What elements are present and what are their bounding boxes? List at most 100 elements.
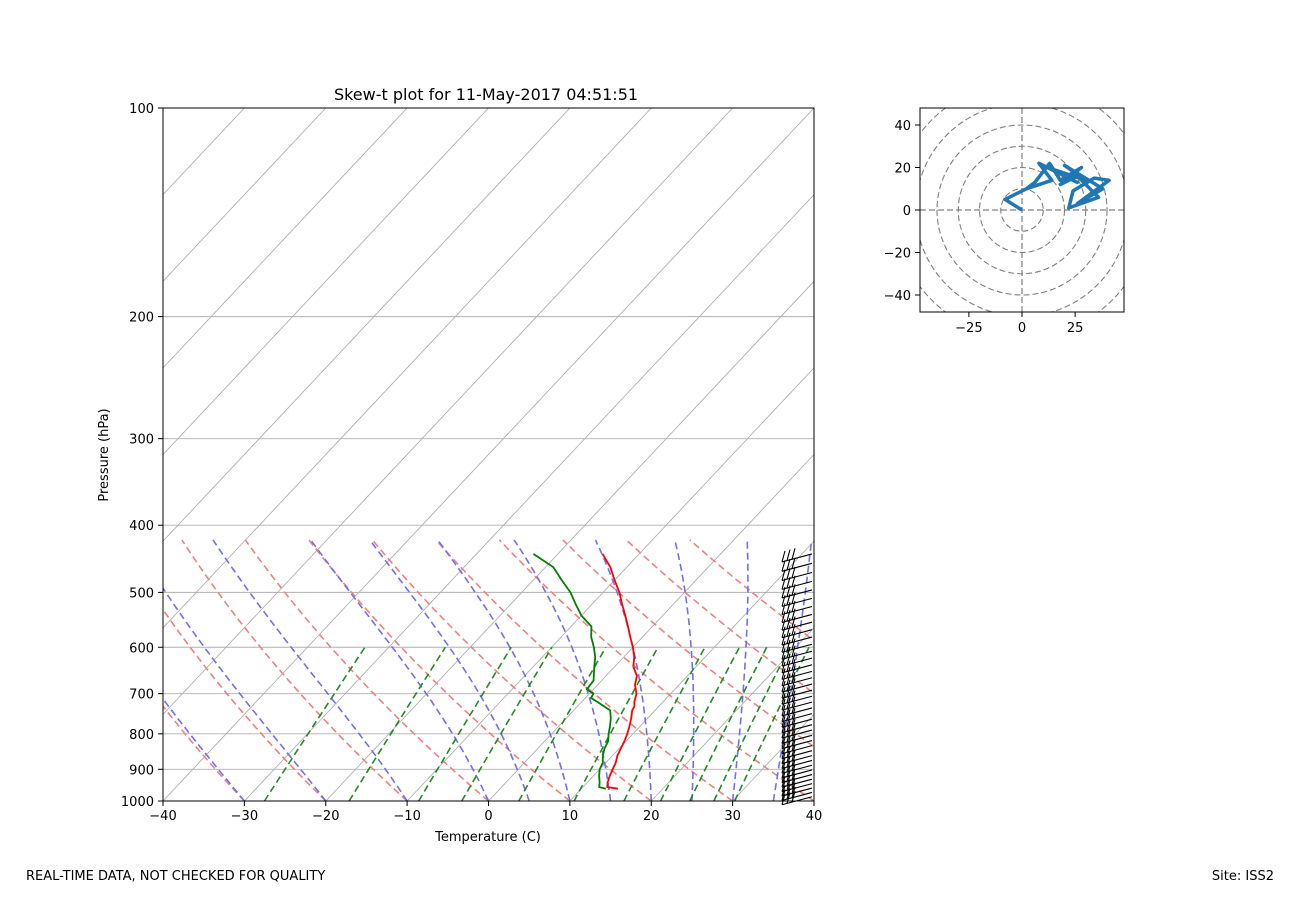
isotherm-line (163, 108, 571, 542)
wind-barb-flag (781, 648, 786, 660)
wind-barb-flag (786, 660, 791, 672)
range-ring (978, 166, 1066, 254)
quality-disclaimer: REAL-TIME DATA, NOT CHECKED FOR QUALITY (26, 869, 326, 884)
hodograph-y-tick-label: −20 (884, 247, 911, 262)
wind-barb-flag (791, 759, 796, 771)
wind-barb-staff (781, 657, 813, 667)
moist-adiabat (731, 539, 749, 801)
x-axis-ticks: −40 −30 −20 −10 0 10 20 30 40 (149, 801, 822, 824)
wind-barb-flag (786, 549, 791, 561)
wind-barb-flag (786, 730, 791, 743)
wind-barb-staff (781, 621, 813, 631)
wind-barb-flag (781, 757, 786, 769)
wind-barb-flag (791, 729, 796, 741)
wind-barb-flag (781, 732, 786, 744)
wind-barb-flag (781, 619, 786, 631)
wind-barb-flag (786, 639, 791, 652)
hodograph-y-tick-label: 20 (894, 162, 911, 177)
wind-barb-flag (786, 746, 791, 758)
wind-barb-flag (786, 691, 791, 704)
wind-barb-flag (791, 768, 796, 781)
wind-barb-flag (791, 575, 796, 587)
wind-barb-flag (791, 782, 796, 794)
moist-adiabat (437, 539, 571, 801)
x-tick-label: −10 (393, 809, 420, 824)
wind-barb-flag (791, 791, 796, 803)
moist-adiabat (163, 586, 327, 801)
isotherm-line (163, 108, 489, 456)
wind-barb-flag (781, 626, 786, 638)
wind-barb-staff (781, 677, 813, 687)
wind-barb-flag (781, 742, 786, 754)
wind-barb-flag (791, 690, 796, 702)
y-tick-label: 900 (129, 763, 154, 778)
wind-barb-flag (781, 578, 786, 590)
wind-barb-flag (781, 680, 786, 693)
wind-barb-flag (791, 678, 796, 690)
isotherm-line (406, 367, 814, 801)
y-tick-label: 1000 (121, 795, 154, 810)
hodograph-x-tick-label: 0 (1018, 321, 1026, 336)
wind-barb-flag (791, 734, 796, 747)
range-ring (936, 124, 1108, 296)
isotherm-line (163, 108, 814, 801)
wind-barb-flag (791, 557, 796, 569)
wind-barb-flag (781, 704, 786, 717)
wind-barb-flag (781, 595, 786, 607)
y-tick-label: 700 (129, 688, 154, 703)
wind-barb-flag (781, 737, 786, 749)
moist-adiabat (369, 539, 530, 801)
wind-barb-flag (791, 672, 796, 684)
wind-barb-flag (781, 784, 786, 797)
wind-barb-flag (786, 783, 791, 795)
wind-barb-staff (781, 787, 813, 797)
wind-barb-flag (786, 741, 791, 753)
isotherm-line (163, 108, 408, 369)
skewt-plot-area: −40 −30 −20 −10 0 10 20 30 40 100 200 300 400 500 600… (121, 102, 822, 824)
mixing-ratio-line (573, 646, 659, 801)
hodograph-trace (1003, 161, 1111, 212)
wind-barb-flag (781, 793, 786, 805)
moist-adiabat (674, 539, 695, 801)
wind-barb-flag (786, 673, 791, 685)
wind-barb-staff (781, 774, 813, 784)
wind-barb-flag (786, 568, 791, 580)
site-label: Site: ISS2 (1211, 869, 1274, 884)
wind-barb-flag (781, 611, 786, 623)
mixing-ratio-line (263, 646, 366, 801)
wind-barb-flag (786, 736, 791, 748)
wind-barb-flag (791, 713, 796, 725)
wind-barb-flag (791, 764, 796, 776)
wind-barb-flag (781, 776, 786, 788)
range-ring (957, 145, 1087, 275)
x-tick-label: −30 (231, 809, 258, 824)
wind-barb-flag (791, 718, 796, 731)
wind-barb-flag (781, 716, 786, 728)
range-ring (1000, 188, 1044, 232)
dewpoint-trace (532, 553, 612, 790)
wind-barb-flag (781, 661, 786, 673)
wind-barb-flag (791, 786, 796, 798)
wind-barb-flag (791, 645, 796, 657)
wind-barb-flag (786, 625, 791, 637)
wind-barb-flag (781, 771, 786, 783)
y-tick-label: 400 (129, 519, 154, 534)
wind-barb-flag (781, 603, 786, 615)
wind-barb-flag (791, 707, 796, 720)
chart-title: Skew-t plot for 11-May-2017 04:51:51 (334, 85, 638, 104)
y-tick-label: 300 (129, 433, 154, 448)
wind-barb-flag (791, 659, 796, 671)
wind-barb-flag (786, 576, 791, 589)
wind-barb-flag (781, 747, 786, 759)
wind-barb-flag (781, 752, 786, 764)
wind-barb-flag (786, 685, 791, 698)
temperature-trace (601, 553, 638, 790)
x-tick-label: −40 (149, 809, 176, 824)
isotherm-line (163, 108, 327, 282)
hodograph-ticks: −25 0 25 40 20 0 −20 −40 (884, 119, 1084, 336)
wind-barb-staff (781, 769, 813, 779)
wind-barb-staff (781, 605, 813, 616)
wind-barb-staff (781, 597, 813, 607)
wind-barb-flag (791, 739, 796, 752)
wind-barb-flag (786, 709, 791, 721)
